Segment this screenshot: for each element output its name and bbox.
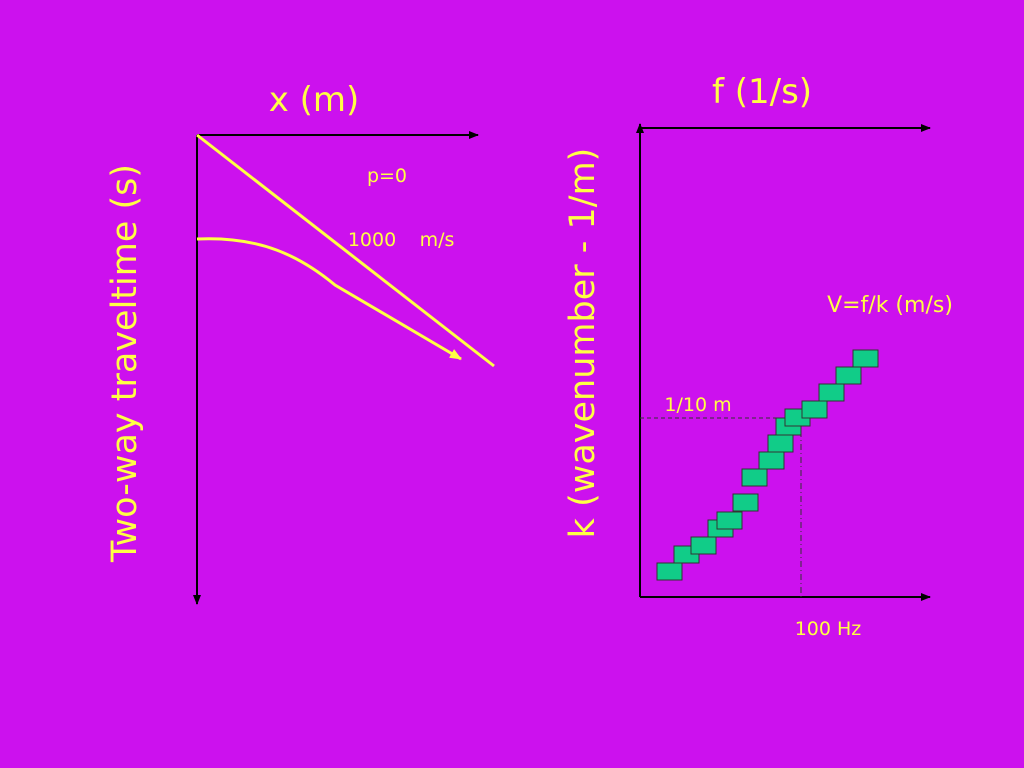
velocity-boxes	[656, 349, 879, 581]
f-axis-label: f (1/s)	[712, 72, 812, 112]
velocity-box	[767, 434, 794, 453]
velocity-value-label: 1000	[348, 229, 396, 251]
velocity-box	[732, 493, 759, 512]
velocity-box	[741, 468, 768, 487]
traveltime-diagram: x (m) Two-way traveltime (s) p=0 1000 m/…	[105, 80, 495, 605]
velocity-box	[852, 349, 879, 368]
velocity-box	[818, 383, 845, 402]
velocity-box	[835, 366, 862, 385]
velocity-box	[716, 511, 743, 530]
velocity-box	[656, 562, 683, 581]
f-marker-label: 100 Hz	[795, 618, 862, 640]
k-marker-label: 1/10 m	[664, 394, 731, 416]
reflection-hyperbola	[196, 237, 462, 361]
direct-wave-line	[196, 133, 495, 368]
velocity-box	[801, 400, 828, 419]
velocity-formula-label: V=f/k (m/s)	[827, 293, 953, 318]
velocity-box	[758, 451, 785, 470]
fk-diagram: f (1/s) k (wavenumber - 1/m) V=f/k (m/s)…	[563, 72, 953, 640]
velocity-unit-label: m/s	[420, 229, 455, 251]
p0-label: p=0	[367, 165, 407, 187]
time-axis-label: Two-way traveltime (s)	[105, 164, 145, 563]
x-axis-label: x (m)	[269, 80, 360, 120]
velocity-box	[690, 536, 717, 555]
k-axis-label: k (wavenumber - 1/m)	[563, 148, 603, 539]
